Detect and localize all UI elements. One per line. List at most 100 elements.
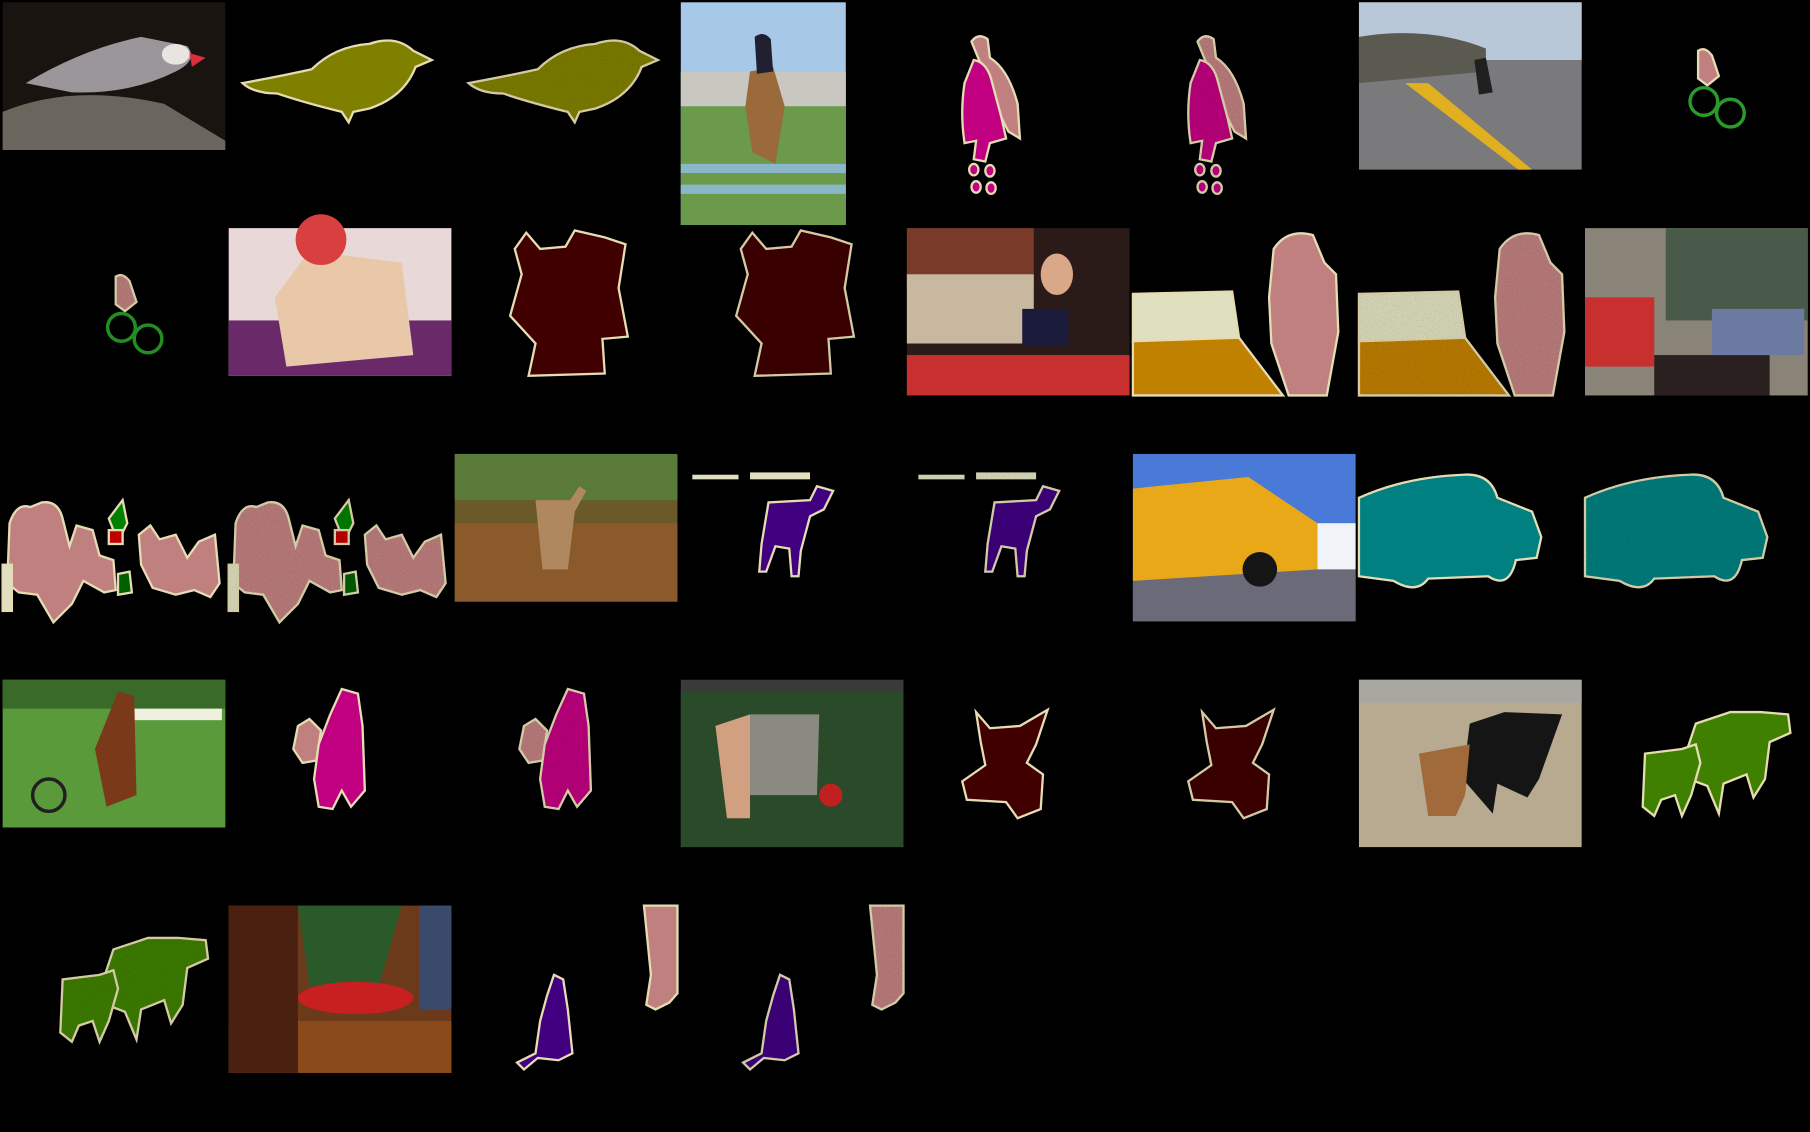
predicted-mask [734, 229, 856, 378]
mask-region [114, 273, 138, 313]
mask-region [692, 474, 739, 480]
mask-region [1196, 35, 1248, 141]
photo-detail [1132, 477, 1318, 581]
photo [906, 228, 1130, 396]
photo [680, 679, 904, 848]
mask-region [758, 484, 835, 578]
mask-region [1493, 232, 1566, 397]
mask-region [508, 229, 630, 378]
mask-region [1641, 742, 1702, 820]
photo-detail [906, 355, 1130, 396]
mask-region [1131, 336, 1286, 397]
predicted-mask [741, 904, 905, 1072]
predicted-mask [1186, 707, 1276, 820]
mask-region [6, 501, 117, 625]
mask-region [1357, 336, 1512, 397]
mask-region [116, 570, 134, 597]
mask-region [642, 904, 679, 1011]
ground-truth-mask [515, 904, 679, 1072]
photo-detail [754, 33, 774, 74]
photo [454, 453, 678, 602]
ground-truth-mask [1688, 48, 1746, 129]
mask-region [1267, 232, 1340, 397]
mask-region [105, 311, 138, 343]
mask-region [137, 523, 221, 599]
photo-detail [1462, 712, 1563, 814]
mask-region [1211, 181, 1223, 196]
mask-region [342, 570, 360, 597]
photo-detail [129, 708, 222, 721]
photo-detail [454, 453, 678, 501]
ground-truth-mask [508, 229, 630, 378]
predicted-mask [227, 497, 447, 625]
mask-region [985, 181, 997, 196]
photo-detail [25, 36, 192, 93]
mask-region [59, 968, 120, 1045]
mask-region [734, 229, 856, 378]
photo-detail [189, 53, 206, 67]
mask-region [984, 163, 996, 178]
mask-region [538, 687, 593, 811]
photo-detail [1358, 33, 1486, 84]
photo-detail [906, 274, 1034, 344]
mask-region [132, 323, 164, 355]
photo-detail [1040, 253, 1074, 296]
mask-region [960, 707, 1050, 820]
mask-region [1696, 48, 1721, 87]
mask-region [232, 501, 343, 625]
ground-truth-mask [240, 39, 435, 125]
predicted-mask [1187, 35, 1248, 196]
mask-region [750, 472, 811, 480]
mask-region [970, 180, 982, 194]
photo-detail [161, 43, 190, 65]
photo-detail [680, 163, 846, 174]
photo-detail [1242, 552, 1278, 587]
mask-region [1196, 180, 1208, 194]
ground-truth-mask [1, 497, 221, 625]
predicted-mask [918, 472, 1061, 578]
photo-detail [297, 981, 414, 1015]
photo-detail [297, 905, 402, 987]
mask-region [1, 563, 14, 613]
mask-region [968, 162, 980, 177]
mask-region [1583, 473, 1769, 589]
photo-detail [1358, 679, 1582, 703]
mask-region [1210, 163, 1222, 178]
photo-detail [1665, 228, 1808, 321]
mask-region [363, 523, 447, 599]
predicted-mask [59, 936, 210, 1045]
mask-region [970, 35, 1022, 141]
mask-region [1186, 707, 1276, 820]
photo-detail [745, 66, 785, 164]
photo-detail [228, 905, 298, 1073]
photo-detail [1585, 297, 1655, 367]
mask-region [976, 472, 1037, 480]
ground-truth-mask [1641, 710, 1792, 820]
ground-truth-mask [1131, 232, 1340, 397]
photo [1585, 228, 1808, 396]
photo [680, 2, 846, 226]
photo-detail [750, 714, 820, 796]
mask-region [918, 474, 965, 480]
photo-detail [1654, 355, 1770, 396]
mask-region [515, 973, 574, 1072]
mask-region [1714, 97, 1746, 129]
ground-truth-mask [692, 472, 835, 578]
predicted-mask [518, 687, 593, 811]
photo-detail [419, 905, 452, 1010]
ground-truth-mask [292, 687, 367, 811]
photo-detail [1711, 308, 1805, 356]
photo-detail [274, 251, 414, 367]
mask-region [227, 563, 240, 613]
mask-region [868, 904, 905, 1011]
predicted-mask [1357, 232, 1566, 397]
mask-region [1357, 473, 1543, 589]
ground-truth-mask [1357, 473, 1543, 589]
photo [2, 2, 226, 151]
mask-region [466, 39, 661, 125]
mask-region [240, 39, 435, 125]
photo [228, 905, 452, 1073]
mask-region [961, 58, 1008, 163]
